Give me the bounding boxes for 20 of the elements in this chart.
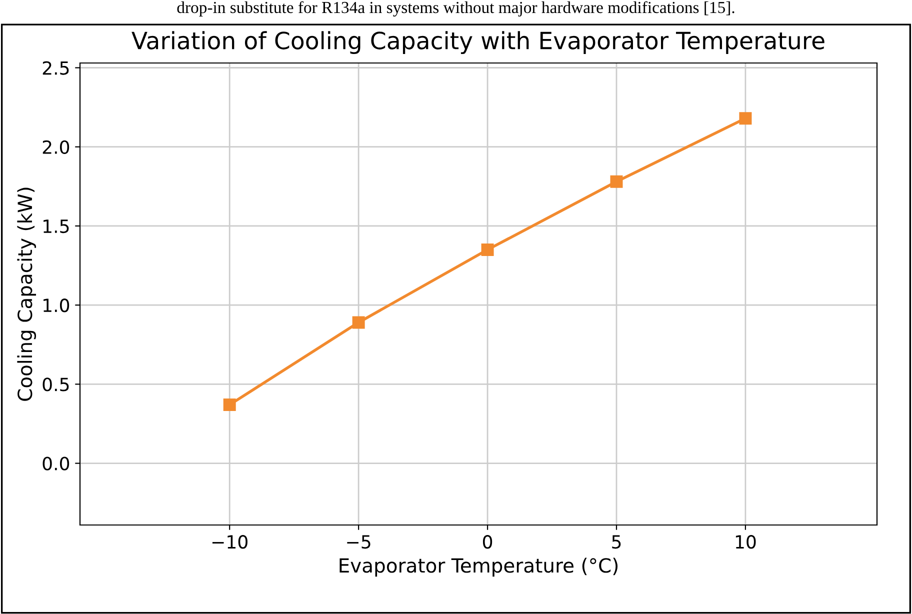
x-tick-label: 0 — [482, 535, 492, 549]
chart-title: Variation of Cooling Capacity with Evaporator Temperature — [132, 31, 824, 54]
x-tick-label: 10 — [736, 535, 756, 549]
y-tick-label: 1.0 — [44, 298, 70, 312]
point — [223, 398, 236, 412]
x-tick-label: −10 — [212, 535, 248, 549]
y-tick-label: 0.5 — [42, 378, 69, 392]
point — [739, 112, 752, 125]
y-tick-label: 2.5 — [42, 61, 69, 75]
y-tick-label: 2.0 — [42, 140, 70, 154]
x-axis-title: Evaporator Temperature (°C) — [340, 558, 618, 577]
y-tick-label: 1.5 — [44, 220, 69, 234]
x-tick-label: −5 — [347, 535, 370, 549]
point — [352, 316, 365, 329]
text: drop-in substitute for R134a in systems without major hardware modifications [15]. — [177, 1, 734, 17]
point — [610, 175, 623, 188]
y-tick-label: 0.0 — [42, 456, 70, 470]
y-axis-title: Cooling Capacity (kW) — [17, 188, 36, 401]
x-tick-label: 5 — [612, 535, 621, 549]
point — [481, 243, 494, 256]
